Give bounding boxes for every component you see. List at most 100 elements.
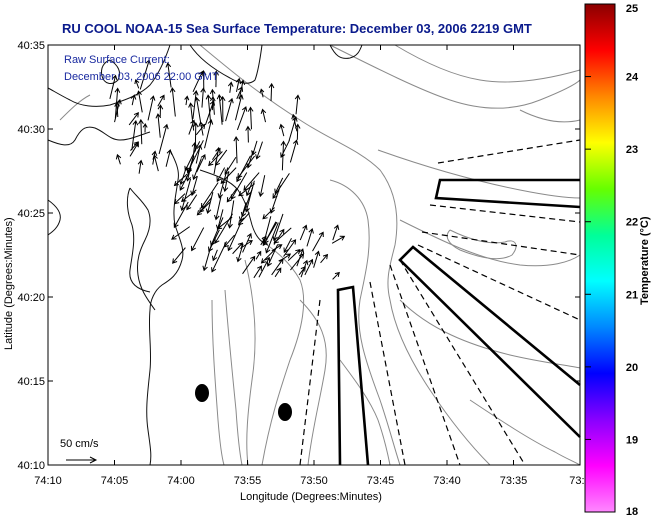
colorbar-tick-label: 23: [626, 144, 638, 156]
current-vector: [247, 106, 254, 130]
current-vector: [190, 227, 205, 252]
current-vector: [216, 93, 223, 125]
current-vector: [210, 217, 224, 247]
current-vector: [208, 151, 223, 167]
y-tick-label: 40:20: [17, 292, 45, 304]
colorbar-label: Temperature (°C): [639, 216, 651, 305]
current-vector: [259, 88, 265, 98]
y-axis-ticks: 40:35 40:30 40:25 40:20 40:15 40:10: [17, 40, 580, 472]
current-vector: [202, 244, 212, 272]
current-vector: [157, 104, 164, 117]
radar-sector-outlines: [336, 178, 581, 466]
current-vector: [169, 87, 176, 117]
scale-label: 50 cm/s: [60, 438, 99, 450]
current-vector: [172, 247, 186, 264]
current-vector: [260, 108, 267, 123]
current-vector: [192, 70, 204, 93]
y-tick-label: 40:25: [17, 208, 45, 220]
x-tick-label: 73:50: [300, 475, 328, 487]
colorbar-tick-label: 22: [626, 217, 638, 229]
current-vector: [274, 267, 282, 278]
current-vector: [320, 253, 329, 264]
current-vector: [262, 221, 278, 247]
current-vector: [236, 86, 244, 100]
bathymetry-contours: [59, 44, 581, 466]
colorbar-tick-label: 21: [626, 289, 638, 301]
y-axis-label: Latitude (Degrees:Minutes): [3, 217, 15, 350]
station-markers: [195, 384, 292, 421]
y-tick-label: 40:15: [17, 376, 45, 388]
figure-title: RU COOL NOAA-15 Sea Surface Temperature:…: [62, 21, 532, 36]
x-tick-label: 73:35: [500, 475, 528, 487]
scale-arrow: [66, 456, 98, 464]
current-vector: [306, 228, 314, 247]
current-vector: [331, 235, 346, 244]
current-vector: [136, 90, 143, 113]
current-vector: [258, 256, 271, 278]
colorbar-tick-label: 20: [626, 362, 638, 374]
current-vector: [304, 258, 314, 276]
current-vector: [137, 159, 144, 174]
current-vector: [280, 139, 290, 158]
current-vector: [288, 116, 298, 141]
current-vector: [289, 139, 299, 163]
current-vector: [204, 119, 214, 149]
current-vector: [152, 154, 159, 172]
current-vector: [279, 123, 285, 137]
current-vector: [130, 94, 137, 106]
current-vector: [192, 122, 199, 152]
current-vector: [114, 87, 121, 119]
current-vector: [255, 141, 263, 160]
surface-current-vectors: [109, 59, 346, 280]
x-tick-label: 74:00: [167, 475, 195, 487]
colorbar-tick-label: 25: [626, 3, 638, 15]
current-vector: [192, 158, 202, 181]
current-vector: [223, 234, 235, 248]
current-vector: [294, 123, 301, 140]
x-axis-label: Longitude (Degrees:Minutes): [240, 491, 382, 503]
current-vector: [245, 182, 253, 197]
current-vector: [188, 119, 196, 135]
current-vector: [205, 94, 212, 123]
current-vector: [142, 123, 148, 133]
current-vector: [234, 94, 244, 121]
coastline: [47, 44, 363, 466]
current-vector: [214, 196, 222, 221]
radar-beams: [299, 139, 581, 466]
current-vector: [227, 200, 235, 229]
current-vector: [200, 182, 219, 209]
current-vector: [312, 231, 324, 252]
current-vector: [180, 189, 197, 202]
y-tick-label: 40:35: [17, 40, 45, 52]
current-vector: [255, 250, 262, 260]
current-vector: [258, 175, 266, 198]
x-tick-label: 73:55: [234, 475, 262, 487]
current-vector: [214, 149, 228, 166]
current-vector: [238, 202, 247, 222]
current-vector: [188, 102, 195, 131]
current-vector: [192, 90, 199, 120]
current-vector: [235, 77, 242, 92]
current-vector: [131, 119, 139, 151]
current-vector: [291, 113, 298, 132]
current-vector: [180, 178, 192, 212]
current-vector: [196, 154, 206, 173]
current-vector: [237, 155, 255, 179]
current-vector: [115, 153, 122, 165]
current-vector: [184, 95, 190, 106]
current-vector: [109, 74, 118, 100]
current-vector: [227, 81, 234, 93]
colorbar: [584, 3, 616, 513]
current-vector: [299, 224, 308, 241]
current-vector: [268, 82, 275, 102]
current-vector: [260, 247, 277, 264]
current-vector: [173, 193, 186, 205]
current-vector: [157, 94, 165, 107]
current-vector: [279, 253, 292, 262]
current-vector: [185, 157, 194, 182]
current-vector: [173, 201, 189, 229]
current-vector: [294, 94, 301, 115]
current-vector: [332, 224, 340, 241]
current-vector: [272, 213, 284, 242]
